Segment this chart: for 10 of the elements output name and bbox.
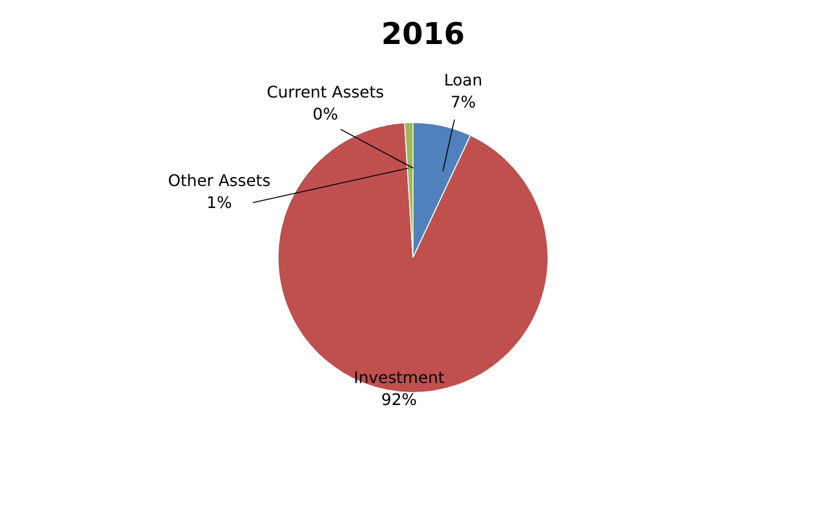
- slice-label: Other Assets: [168, 171, 271, 190]
- text: 0%: [312, 104, 338, 124]
- data-label: 1%: [206, 193, 232, 212]
- slice-label: Loan: [444, 70, 482, 90]
- chart-title: 2016: [381, 17, 465, 52]
- category-label: Current Assets: [266, 82, 384, 102]
- pie-slice: [278, 122, 548, 393]
- data-label: 7%: [450, 92, 476, 112]
- data-label: 92%: [381, 390, 417, 409]
- slice-label: Investment: [354, 368, 444, 387]
